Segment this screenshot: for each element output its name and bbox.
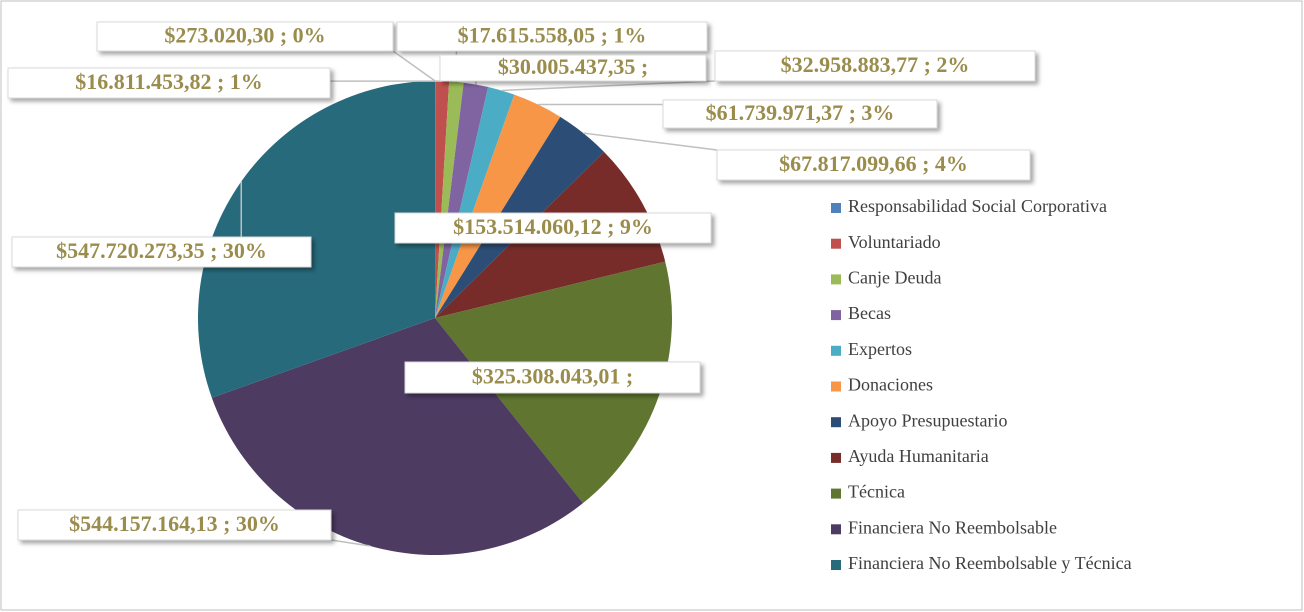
- legend-swatch: [831, 488, 841, 499]
- legend-label: Canje Deuda: [848, 268, 941, 288]
- pie-slice: [435, 82, 489, 318]
- legend-swatch: [831, 381, 841, 392]
- legend-label: Voluntariado: [848, 232, 941, 252]
- legend-swatch: [831, 203, 841, 213]
- leader-line: [392, 50, 436, 82]
- legend-swatch: [831, 417, 841, 428]
- data-label: $17.615.558,05 ; 1%: [458, 23, 647, 48]
- leader-line: [501, 80, 716, 92]
- legend-label: Becas: [848, 303, 891, 323]
- label-box: [439, 54, 707, 82]
- data-label: $32.958.883,77 ; 2%: [781, 52, 970, 77]
- data-label: $325.308.043,01 ;: [472, 364, 633, 389]
- legend-label: Técnica: [848, 482, 905, 502]
- leader-line: [583, 132, 718, 151]
- legend-label: Ayuda Humanitaria: [848, 446, 989, 466]
- label-box: [7, 67, 331, 99]
- label-box: [394, 212, 712, 244]
- pie-slice: [211, 318, 583, 555]
- label-box: [96, 21, 394, 52]
- label-box: [404, 361, 701, 394]
- legend-label: Apoyo Presupuestario: [848, 410, 1007, 430]
- legend-label: Expertos: [848, 339, 912, 359]
- pie-slice: [435, 81, 464, 318]
- data-label: $61.739.971,37 ; 3%: [706, 100, 895, 125]
- legend-swatch: [831, 238, 841, 249]
- label-box: [17, 509, 332, 541]
- data-label: $67.817.099,66 ; 4%: [779, 151, 968, 176]
- legend-swatch: [831, 274, 841, 285]
- leader-line: [330, 539, 371, 547]
- legend-swatch: [831, 560, 841, 570]
- legend-label: Financiera No Reembolsable y Técnica: [848, 553, 1132, 573]
- legend-label: Donaciones: [848, 375, 933, 395]
- legend-label: Responsabilidad Social Corporativa: [848, 196, 1107, 216]
- data-label: $153.514.060,12 ; 9%: [453, 214, 653, 239]
- legend-swatch: [831, 310, 841, 321]
- pie-slice: [435, 81, 450, 318]
- legend-label: Financiera No Reembolsable: [848, 517, 1057, 537]
- pie-slice: [435, 87, 515, 318]
- label-box: [662, 99, 938, 129]
- data-label: $544.157.164,13 ; 30%: [69, 511, 280, 536]
- pie-slice: [435, 94, 561, 318]
- data-label: $16.811.453,82 ; 1%: [75, 69, 263, 94]
- label-box: [716, 149, 1031, 181]
- data-label: $547.720.273,35 ; 30%: [56, 238, 267, 263]
- label-box: [396, 21, 708, 52]
- data-label: $273.020,30 ; 0%: [164, 23, 325, 48]
- legend-swatch: [831, 345, 841, 356]
- label-box: [714, 50, 1036, 82]
- label-box: [11, 236, 312, 268]
- data-label: $30.005.437,35 ;: [498, 54, 648, 79]
- legend-swatch: [831, 452, 841, 463]
- pie-slice: [197, 81, 435, 398]
- legend-swatch: [831, 524, 841, 535]
